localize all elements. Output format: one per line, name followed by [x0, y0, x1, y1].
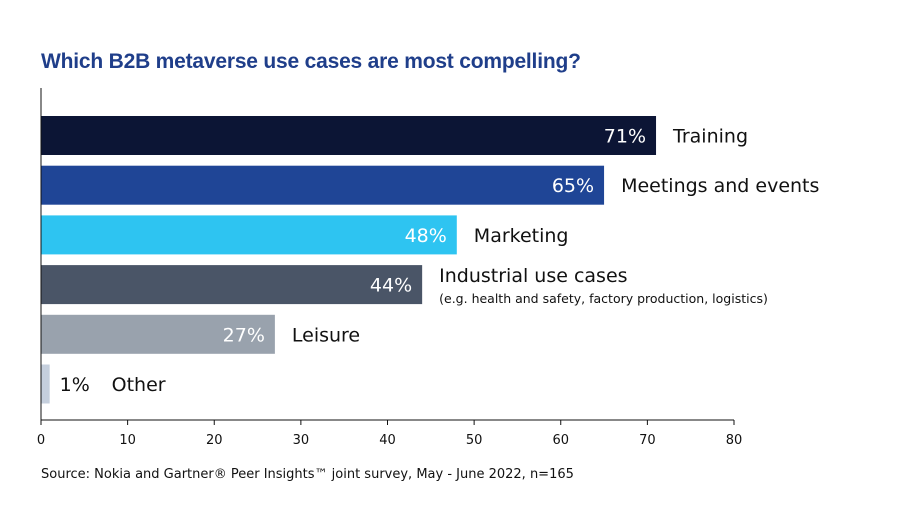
value-label-6: 1% — [60, 374, 90, 396]
x-tick-label-1: 10 — [119, 433, 136, 448]
category-label-1: Training — [672, 126, 748, 148]
x-tick-label-7: 70 — [639, 433, 656, 448]
value-label-3: 48% — [405, 225, 447, 247]
x-axis: 0 10 20 30 40 50 60 70 80 — [37, 88, 742, 448]
bars-layer — [41, 116, 657, 404]
bar-6 — [41, 364, 50, 404]
bar-2 — [41, 165, 605, 205]
x-tick-label-8: 80 — [726, 433, 743, 448]
category-label-4: Industrial use cases — [439, 265, 627, 287]
labels-layer: 71% Training 65% Meetings and events 48% Mark… — [60, 126, 820, 397]
source-note: Source: Nokia and Gartner® Peer Insights… — [41, 467, 574, 482]
x-tick-label-6: 60 — [552, 433, 569, 448]
x-tick-label-0: 0 — [37, 433, 45, 448]
x-tick-label-2: 20 — [206, 433, 223, 448]
bar-chart: 71% Training 65% Meetings and events 48% Mark… — [37, 88, 820, 448]
chart-title: Which B2B metaverse use cases are most c… — [41, 50, 581, 73]
value-label-1: 71% — [604, 126, 646, 148]
bar-1 — [41, 116, 657, 155]
bar-5 — [41, 314, 275, 354]
category-label-3: Marketing — [474, 225, 569, 247]
bar-3 — [41, 215, 457, 255]
value-label-2: 65% — [552, 175, 594, 197]
value-label-5: 27% — [223, 324, 265, 346]
value-label-4: 44% — [370, 275, 412, 297]
category-label-5: Leisure — [292, 324, 360, 346]
x-tick-label-5: 50 — [466, 433, 483, 448]
category-note-4: (e.g. health and safety, factory product… — [439, 291, 768, 306]
x-tick-label-4: 40 — [379, 433, 396, 448]
bar-4 — [41, 265, 423, 305]
x-tick-label-3: 30 — [293, 433, 310, 448]
category-label-6: Other — [112, 374, 166, 396]
category-label-2: Meetings and events — [621, 175, 819, 197]
